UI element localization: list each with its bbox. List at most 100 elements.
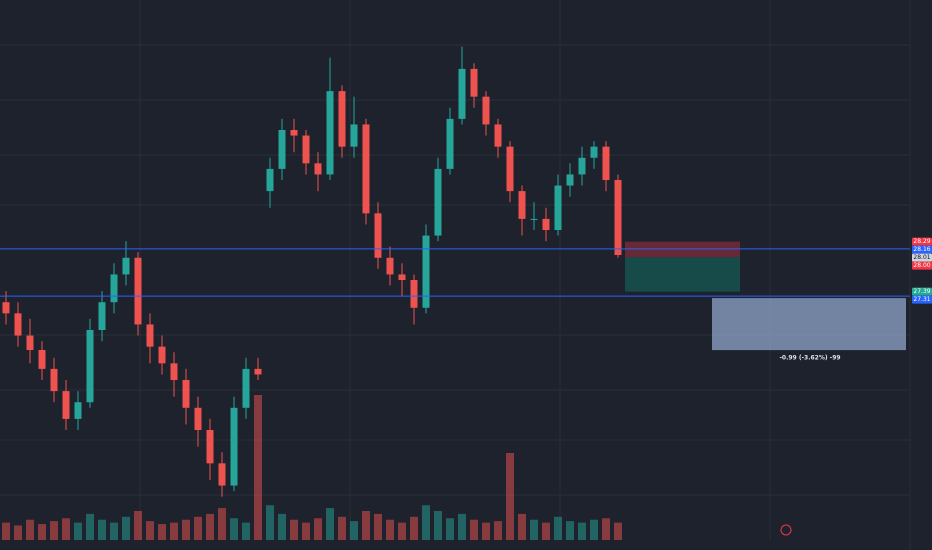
candle-body bbox=[518, 191, 526, 219]
candle-body bbox=[590, 146, 598, 158]
volume-bar bbox=[566, 521, 574, 540]
volume-bar bbox=[338, 516, 346, 540]
volume-bar bbox=[350, 521, 358, 540]
volume-bar bbox=[494, 521, 502, 540]
candle-body bbox=[494, 124, 502, 147]
candle-body bbox=[470, 68, 478, 97]
candle-body bbox=[2, 302, 10, 314]
volume-bar bbox=[98, 519, 106, 540]
volume-bar bbox=[398, 522, 406, 540]
candle-body bbox=[578, 157, 586, 175]
volume-bar bbox=[386, 519, 394, 540]
volume-bar bbox=[230, 518, 238, 540]
candle-body bbox=[206, 430, 214, 464]
volume-bar bbox=[26, 519, 34, 540]
candle-body bbox=[170, 363, 178, 380]
candle-body bbox=[134, 257, 142, 325]
volume-bar bbox=[182, 519, 190, 540]
event-marker bbox=[780, 524, 792, 536]
candle-body bbox=[62, 391, 70, 419]
volume-bar bbox=[2, 522, 10, 540]
candle-body bbox=[506, 146, 514, 192]
candle-body bbox=[314, 163, 322, 175]
volume-bar bbox=[266, 505, 274, 540]
candle-body bbox=[374, 213, 382, 258]
volume-bar bbox=[530, 519, 538, 540]
measure-box bbox=[712, 298, 906, 351]
volume-bar bbox=[122, 516, 130, 540]
volume-bar bbox=[362, 511, 370, 540]
candle-body bbox=[290, 130, 298, 136]
volume-bar bbox=[602, 518, 610, 540]
candle-body bbox=[566, 174, 574, 186]
price-tag-label: 27.31 bbox=[913, 296, 930, 303]
volume-bar bbox=[50, 521, 58, 540]
volume-bar bbox=[578, 522, 586, 540]
volume-bar bbox=[206, 513, 214, 540]
volume-bar bbox=[38, 524, 46, 540]
volume-bar bbox=[542, 522, 550, 540]
volume-bar bbox=[62, 518, 70, 540]
candle-body bbox=[38, 350, 46, 369]
candle-body bbox=[278, 130, 286, 169]
candle-body bbox=[254, 368, 262, 375]
price-tag bbox=[912, 253, 932, 262]
price-tag bbox=[912, 245, 932, 254]
price-tag-label: 27.39 bbox=[913, 288, 930, 295]
volume-bar bbox=[326, 508, 334, 540]
volume-bar bbox=[614, 522, 622, 540]
volume-bar bbox=[314, 518, 322, 540]
candle-body bbox=[98, 302, 106, 330]
volume-bar bbox=[458, 513, 466, 540]
candle-body bbox=[542, 218, 550, 230]
candle-body bbox=[482, 96, 490, 125]
target-zone bbox=[625, 257, 740, 292]
measure-label: -0.99 (-3.62%) -99 bbox=[779, 355, 840, 362]
volume-bar bbox=[218, 508, 226, 540]
candle-body bbox=[326, 91, 334, 175]
volume-bar bbox=[290, 519, 298, 540]
volume-bar bbox=[590, 519, 598, 540]
candle-body bbox=[86, 330, 94, 403]
candle-body bbox=[350, 124, 358, 147]
candle-body bbox=[530, 218, 538, 220]
volume-bar bbox=[506, 453, 514, 540]
volume-bar bbox=[446, 518, 454, 540]
volume-bar bbox=[158, 524, 166, 540]
grid bbox=[0, 0, 910, 540]
candle-body bbox=[194, 407, 202, 430]
candle-body bbox=[410, 280, 418, 308]
price-tag-label: 28.16 bbox=[913, 246, 930, 253]
volume-bar bbox=[278, 513, 286, 540]
candle-body bbox=[458, 68, 466, 119]
candle-body bbox=[146, 324, 154, 347]
volume-bar bbox=[110, 522, 118, 540]
price-tag-label: 28.29 bbox=[913, 238, 930, 245]
candle-body bbox=[74, 402, 82, 419]
volume-bar bbox=[254, 395, 262, 540]
candle-body bbox=[602, 146, 610, 180]
price-tag bbox=[912, 237, 932, 246]
candle-body bbox=[446, 118, 454, 169]
candle-body bbox=[242, 368, 250, 408]
volume-bar bbox=[14, 525, 22, 540]
volume-bar bbox=[554, 516, 562, 540]
volume-bar bbox=[146, 521, 154, 540]
volume-bar bbox=[470, 519, 478, 540]
volume-bar bbox=[374, 513, 382, 540]
candle-body bbox=[50, 368, 58, 392]
candle-body bbox=[158, 346, 166, 364]
price-tag bbox=[912, 287, 932, 296]
candle-body bbox=[398, 274, 406, 280]
candle-body bbox=[302, 135, 310, 164]
volume-bar bbox=[134, 511, 142, 540]
candle-body bbox=[434, 168, 442, 236]
candle-body bbox=[554, 185, 562, 230]
candle-body bbox=[182, 380, 190, 408]
candle-body bbox=[122, 257, 130, 275]
candle-body bbox=[218, 463, 226, 486]
volume-bar bbox=[482, 522, 490, 540]
candle-body bbox=[26, 335, 34, 350]
volume-bar bbox=[410, 516, 418, 540]
candle-body bbox=[266, 168, 274, 192]
